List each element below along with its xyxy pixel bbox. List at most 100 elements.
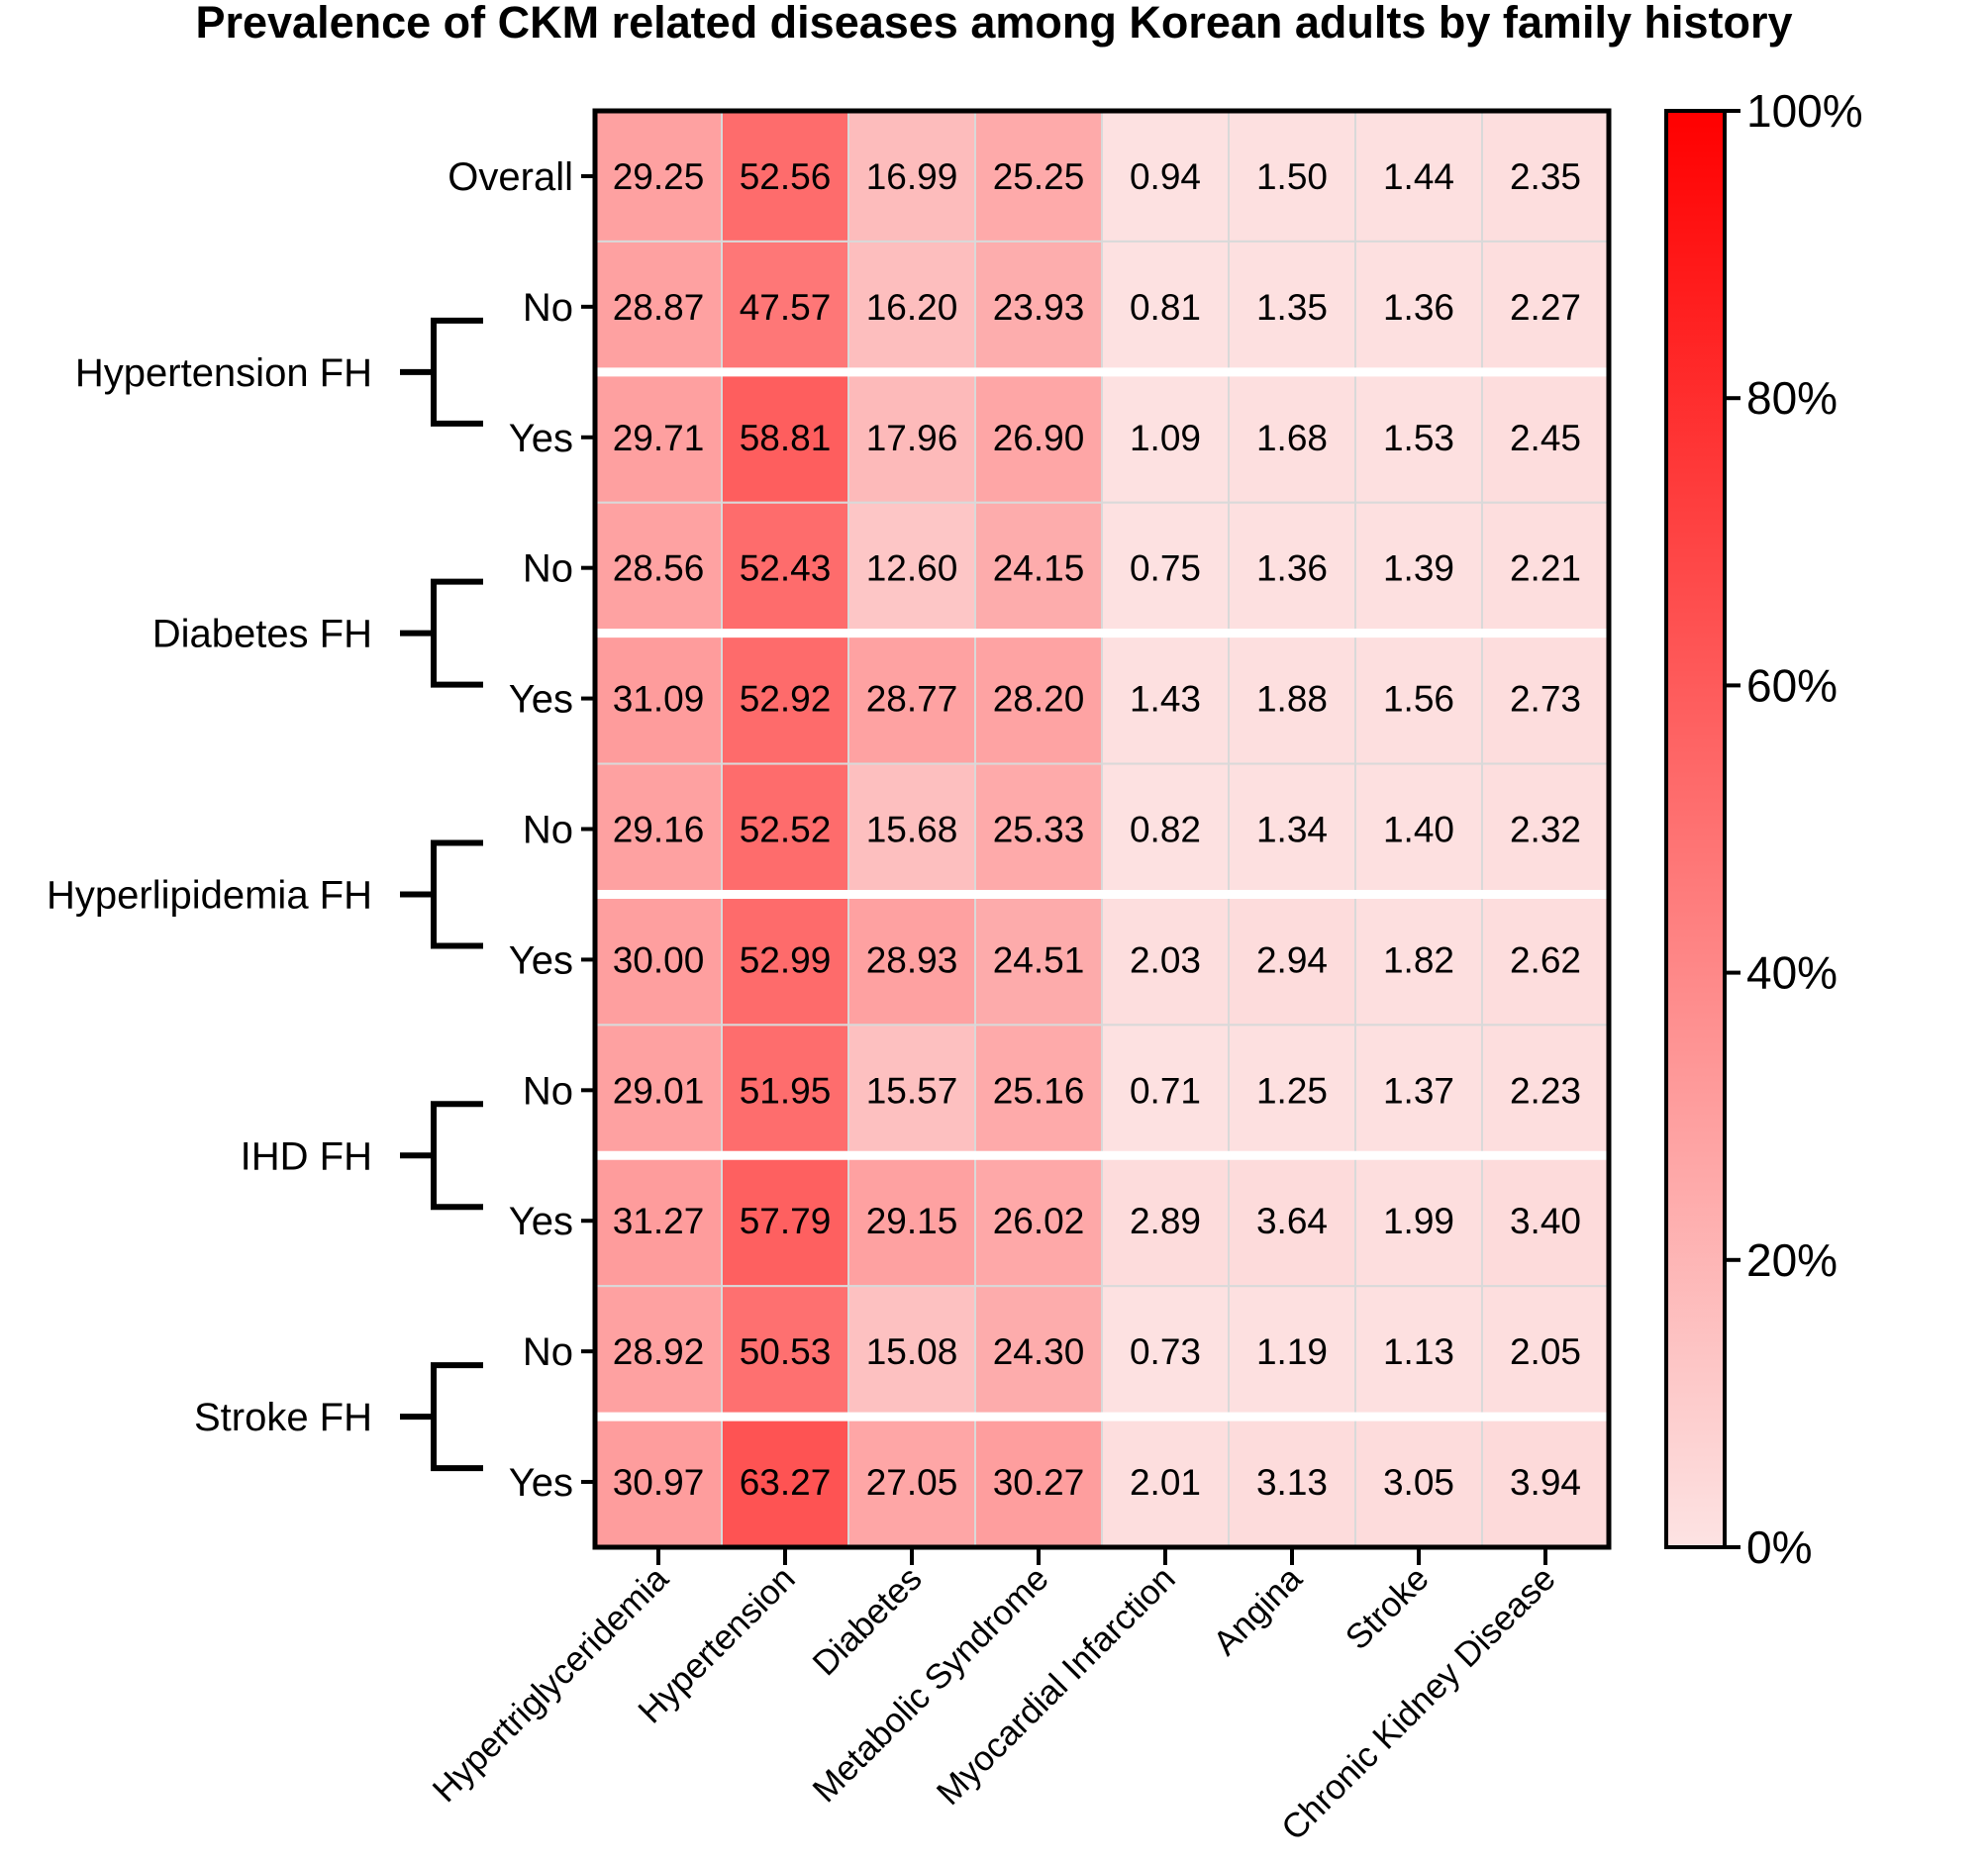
heatmap-cell [1101, 501, 1230, 635]
cell-value-label: 28.87 [613, 287, 705, 328]
heatmap-cell [1228, 110, 1356, 243]
group-bracket [400, 839, 483, 949]
group-bracket [400, 1101, 483, 1211]
colorbar-tick-label: 80% [1746, 372, 1838, 424]
heatmap-cell [1481, 240, 1610, 373]
cell-value-label: 1.40 [1383, 810, 1454, 850]
cell-value-label: 1.13 [1383, 1331, 1454, 1372]
group-bracket [400, 1362, 483, 1472]
cell-value-label: 28.92 [613, 1331, 705, 1372]
cell-value-label: 29.71 [613, 418, 705, 458]
column-label: Angina [1206, 1559, 1310, 1663]
cell-value-label: 0.73 [1130, 1331, 1201, 1372]
cell-value-label: 2.01 [1130, 1462, 1201, 1503]
heatmap-cell [1481, 110, 1610, 243]
heatmap-cell [847, 370, 976, 504]
cell-value-label: 30.00 [613, 939, 705, 980]
cell-value-label: 2.94 [1256, 939, 1328, 980]
cell-value-label: 52.52 [740, 810, 832, 850]
cell-value-label: 2.73 [1510, 679, 1581, 720]
heatmap-cell [594, 893, 723, 1027]
cell-value-label: 2.27 [1510, 287, 1581, 328]
heatmap-cell [721, 240, 849, 373]
cell-value-label: 15.08 [866, 1331, 958, 1372]
heatmap-cell [721, 1154, 849, 1288]
cell-value-label: 12.60 [866, 548, 958, 589]
cell-value-label: 1.19 [1256, 1331, 1328, 1372]
heatmap-cell [1101, 632, 1230, 765]
group-label: Stroke FH [194, 1396, 372, 1439]
heatmap-cell [974, 240, 1103, 373]
cell-value-label: 47.57 [740, 287, 832, 328]
heatmap-cell [1354, 762, 1483, 896]
cell-value-label: 1.43 [1130, 679, 1201, 720]
heatmap-cell [1101, 370, 1230, 504]
group-label: IHD FH [241, 1134, 372, 1178]
heatmap-cell [847, 1416, 976, 1549]
cell-value-label: 3.05 [1383, 1462, 1454, 1503]
cell-value-label: 23.93 [993, 287, 1085, 328]
heatmap-cell [974, 370, 1103, 504]
colorbar-tick-label: 60% [1746, 659, 1838, 711]
row-label: No [523, 1069, 573, 1113]
heatmap-cell [721, 110, 849, 243]
cell-value-label: 1.36 [1383, 287, 1454, 328]
heatmap-cell [721, 762, 849, 896]
cell-value-label: 3.40 [1510, 1201, 1581, 1241]
cell-value-label: 51.95 [740, 1070, 832, 1111]
cell-value-label: 50.53 [740, 1331, 832, 1372]
cell-value-label: 30.27 [993, 1462, 1085, 1503]
row-label: No [523, 809, 573, 852]
cell-value-label: 1.99 [1383, 1201, 1454, 1241]
group-label: Hyperlipidemia FH [47, 873, 372, 917]
cell-value-label: 1.37 [1383, 1070, 1454, 1111]
cell-value-label: 52.56 [740, 156, 832, 197]
row-label: No [523, 547, 573, 591]
column-label: Diabetes [805, 1559, 929, 1683]
row-label: No [523, 286, 573, 330]
cell-value-label: 15.57 [866, 1070, 958, 1111]
cell-value-label: 0.71 [1130, 1070, 1201, 1111]
heatmap-cell [847, 501, 976, 635]
group-bracket [400, 317, 483, 427]
heatmap-cell [1228, 1285, 1356, 1419]
cell-value-label: 25.25 [993, 156, 1085, 197]
heatmap-cell [847, 1024, 976, 1157]
cell-value-label: 25.16 [993, 1070, 1085, 1111]
cell-value-label: 0.81 [1130, 287, 1201, 328]
cell-value-label: 26.02 [993, 1201, 1085, 1241]
heatmap-cell [1481, 1024, 1610, 1157]
cell-value-label: 2.45 [1510, 418, 1581, 458]
cell-value-label: 26.90 [993, 418, 1085, 458]
column-label: Stroke [1339, 1559, 1437, 1657]
heatmap-cell [1228, 762, 1356, 896]
cell-value-label: 28.56 [613, 548, 705, 589]
heatmap-cell [1101, 1024, 1230, 1157]
cell-value-label: 29.16 [613, 810, 705, 850]
heatmap-cell [1228, 240, 1356, 373]
heatmap-cell [1101, 893, 1230, 1027]
cell-value-label: 2.89 [1130, 1201, 1201, 1241]
heatmap-cell [1228, 632, 1356, 765]
cell-value-label: 17.96 [866, 418, 958, 458]
cell-value-label: 0.82 [1130, 810, 1201, 850]
group-bracket [400, 578, 483, 688]
heatmap-cell [847, 1285, 976, 1419]
cell-value-label: 2.03 [1130, 939, 1201, 980]
heatmap-cell [721, 893, 849, 1027]
cell-value-label: 16.20 [866, 287, 958, 328]
cell-value-label: 1.39 [1383, 548, 1454, 589]
colorbar-tick-label: 40% [1746, 947, 1838, 999]
cell-value-label: 52.99 [740, 939, 832, 980]
heatmap-cells: 29.25 52.56 16.99 25.25 0.94 1.50 1.44 2.35 28.8… [592, 108, 1612, 1550]
cell-value-label: 0.75 [1130, 548, 1201, 589]
cell-value-label: 24.15 [993, 548, 1085, 589]
heatmap-cell [974, 501, 1103, 635]
cell-value-label: 2.62 [1510, 939, 1581, 980]
heatmap-cell [1354, 501, 1483, 635]
cell-value-label: 58.81 [740, 418, 832, 458]
heatmap-cell [1228, 893, 1356, 1027]
cell-value-label: 52.43 [740, 548, 832, 589]
heatmap-cell [1354, 893, 1483, 1027]
